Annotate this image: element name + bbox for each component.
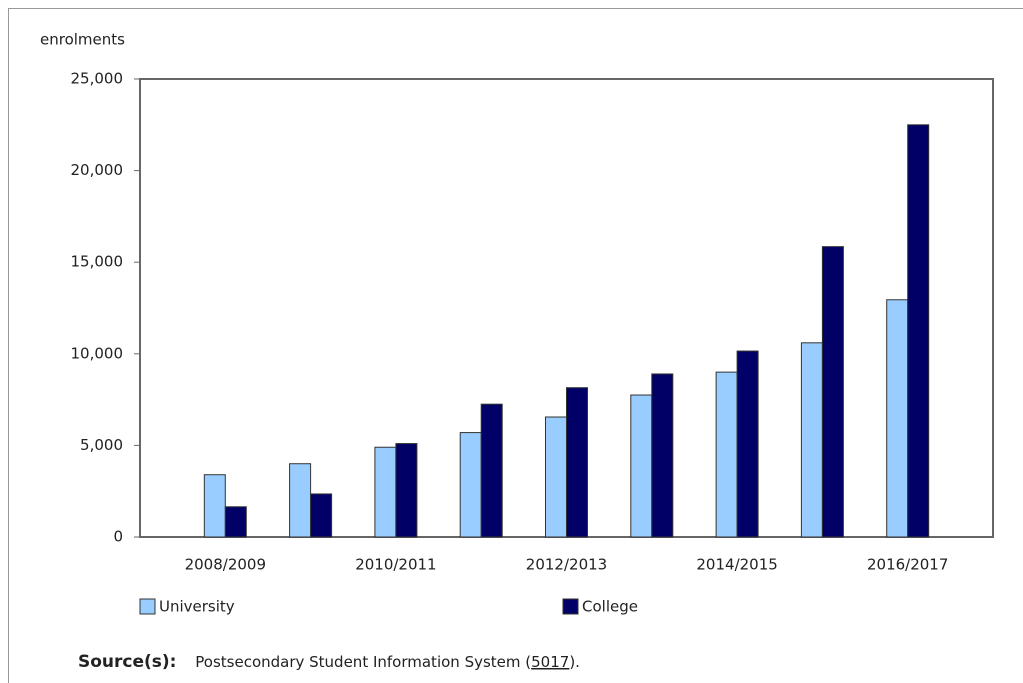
legend-swatch: [562, 598, 579, 615]
bar: [651, 373, 674, 538]
bar: [886, 299, 909, 538]
bar: [800, 342, 823, 538]
bar: [821, 246, 844, 538]
bar: [459, 432, 482, 538]
y-tick-label: 25,000: [71, 70, 124, 88]
bar: [480, 403, 503, 538]
bar: [736, 350, 759, 538]
x-tick-label: 2008/2009: [185, 556, 266, 574]
legend-swatch: [139, 598, 156, 615]
source-link[interactable]: 5017: [531, 653, 569, 671]
y-tick-label: 15,000: [71, 253, 124, 271]
x-tick-label: 2012/2013: [526, 556, 607, 574]
y-tick-label: 10,000: [71, 344, 124, 362]
source-line: Source(s): Postsecondary Student Informa…: [78, 652, 580, 672]
x-tick-label: 2014/2015: [696, 556, 777, 574]
legend-label: College: [582, 598, 638, 616]
bar: [395, 443, 418, 538]
x-tick-label: 2010/2011: [355, 556, 436, 574]
bar: [907, 124, 930, 538]
source-label: Source(s):: [78, 652, 176, 672]
bar: [715, 371, 738, 538]
x-tick-label: 2016/2017: [867, 556, 948, 574]
bar: [224, 506, 247, 538]
source-text-end: ).: [569, 653, 580, 671]
legend-label: University: [159, 598, 235, 616]
source-text: Postsecondary Student Information System…: [195, 653, 531, 671]
y-tick-label: 20,000: [71, 161, 124, 179]
bar: [566, 387, 588, 538]
bar: [310, 493, 333, 538]
bar: [545, 416, 567, 538]
bar: [374, 446, 397, 538]
bar: [289, 463, 312, 538]
y-axis-label: enrolments: [40, 31, 125, 49]
y-tick-label: 0: [113, 528, 123, 546]
bar: [203, 474, 226, 538]
y-tick-label: 5,000: [80, 436, 123, 454]
bar: [630, 394, 653, 538]
